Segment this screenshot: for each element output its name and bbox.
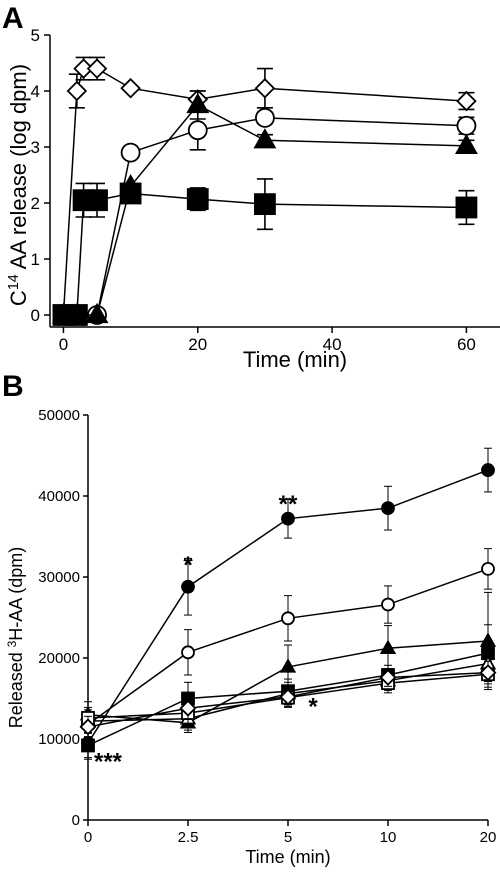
data-point [456, 115, 477, 136]
y-axis-title-superscript: 3 [6, 641, 19, 648]
series-diamond-open [79, 660, 497, 738]
data-point [66, 80, 88, 102]
y-tick-label: 2 [31, 194, 40, 213]
data-point [454, 133, 478, 154]
y-tick-label: 40000 [38, 488, 80, 505]
data-point [181, 579, 195, 594]
data-point [86, 189, 108, 212]
panel-b-label: B [2, 370, 24, 403]
data-point [120, 77, 141, 99]
x-tick-label: 0 [59, 335, 68, 354]
y-tick-label: 20000 [38, 650, 80, 667]
x-tick-label: 5 [284, 829, 292, 846]
data-point [179, 699, 197, 717]
data-point [381, 501, 395, 516]
series-line [63, 192, 467, 316]
data-point [181, 645, 195, 660]
x-tick-label: 60 [457, 335, 476, 354]
x-tick-label: 2.5 [178, 829, 199, 846]
panel-a-label: A [2, 2, 24, 35]
y-axis-title: C14 AA release (log dpm) [6, 64, 31, 306]
data-point [65, 304, 88, 326]
chart-b: 0 10000 20000 30000 40000 50000 0 2.5 5 10 20 Time … [6, 407, 497, 867]
data-point [187, 120, 208, 141]
data-point [281, 611, 295, 626]
data-point [119, 182, 142, 205]
data-point [481, 463, 495, 477]
y-tick-label: 3 [31, 138, 40, 157]
data-point [120, 142, 141, 163]
data-point [281, 511, 295, 526]
series-circle-open [81, 548, 495, 738]
data-point [456, 90, 477, 112]
y-tick-label: 1 [31, 250, 40, 269]
x-tick-label: 40 [323, 335, 342, 354]
y-tick-label: 0 [72, 812, 80, 829]
data-point [86, 58, 108, 79]
data-point [254, 193, 276, 216]
data-point [186, 92, 210, 114]
y-axis-title-prefix: C [6, 290, 31, 306]
data-point [186, 188, 209, 210]
y-axis-title-rest: AA release (log dpm) [6, 64, 31, 274]
significance-annotation: ** [279, 491, 298, 518]
data-point [85, 302, 109, 324]
y-tick-label: 0 [31, 306, 40, 325]
data-point [381, 597, 395, 612]
significance-annotation: *** [94, 749, 123, 776]
x-tick-label: 0 [84, 829, 92, 846]
y-tick-label: 50000 [38, 407, 80, 424]
y-tick-label: 10000 [38, 731, 80, 748]
data-point [455, 196, 478, 219]
data-point [279, 688, 297, 706]
data-point [79, 718, 97, 736]
series-square-filled [52, 178, 478, 326]
y-axis-title-prefix: Released [6, 647, 26, 728]
y-tick-label: 5 [31, 26, 40, 45]
significance-annotation: * [183, 552, 193, 579]
data-point [254, 77, 276, 99]
x-tick-label: 20 [480, 829, 497, 846]
y-axis-title-rest: H-AA (dpm) [6, 547, 26, 641]
data-point [255, 107, 275, 128]
significance-annotation: * [308, 694, 318, 721]
y-axis-title-superscript: 14 [6, 274, 22, 290]
data-point [479, 664, 497, 682]
data-point [379, 668, 397, 686]
x-tick-label: 20 [188, 335, 207, 354]
y-tick-label: 4 [31, 82, 40, 101]
data-point [279, 658, 297, 673]
y-axis-title: Released 3H-AA (dpm) [6, 547, 27, 729]
chart-a: 0 1 2 3 4 5 0 20 40 60 Time (min) C14 AA release (l… [6, 26, 500, 372]
x-axis-title: Time (min) [245, 847, 330, 867]
x-tick-label: 10 [380, 829, 397, 846]
data-point [73, 58, 94, 79]
data-point [481, 562, 495, 576]
data-point [81, 738, 95, 753]
data-point [253, 128, 277, 149]
y-tick-label: 30000 [38, 569, 80, 586]
x-axis-title: Time (min) [243, 347, 347, 372]
data-point [379, 639, 397, 654]
